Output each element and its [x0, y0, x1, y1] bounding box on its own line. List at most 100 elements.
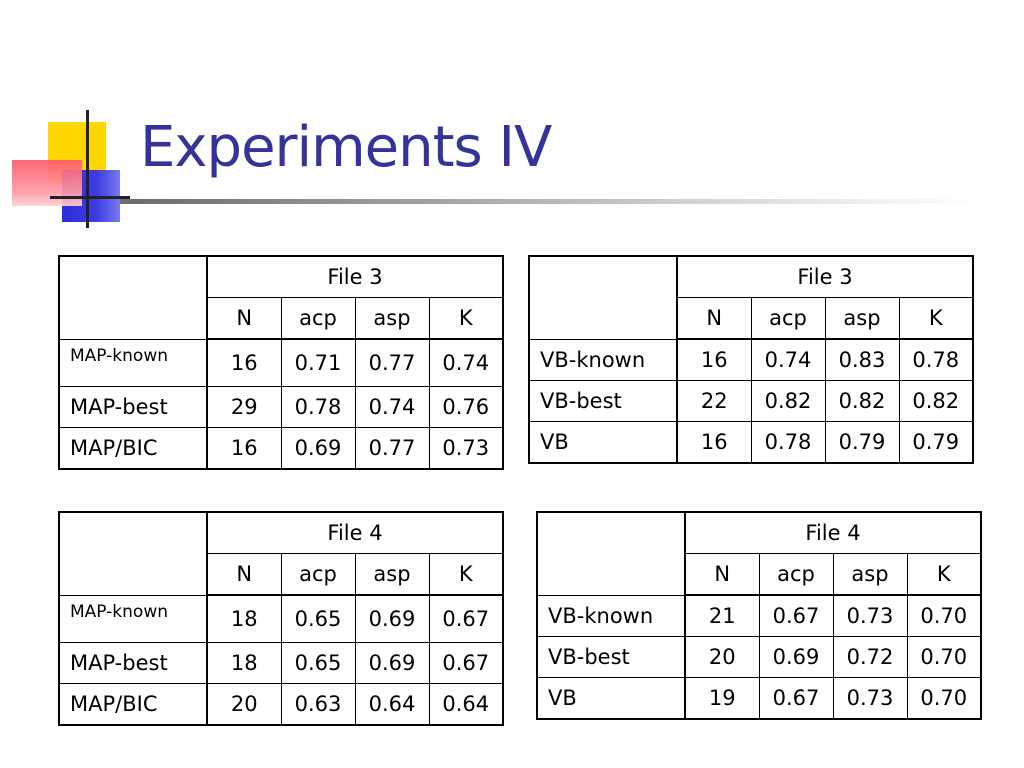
table-row: MAP-known 18 0.65 0.69 0.67: [58, 594, 504, 643]
table-row: VB-known 16 0.74 0.83 0.78: [528, 338, 974, 381]
column-header-acp: acp: [280, 553, 356, 596]
column-header-n: N: [206, 553, 282, 596]
row-label: MAP-best: [58, 641, 208, 684]
row-label: MAP-best: [58, 385, 208, 428]
cell-k: 0.70: [906, 677, 982, 720]
cell-asp: 0.69: [354, 594, 430, 643]
table-row: VB 16 0.78 0.79 0.79: [528, 421, 974, 464]
cell-acp: 0.69: [758, 636, 834, 678]
cell-acp: 0.65: [280, 641, 356, 684]
cell-asp: 0.77: [354, 426, 430, 469]
cell-n: 22: [676, 380, 752, 422]
cell-n: 21: [684, 594, 760, 637]
cell-acp: 0.74: [750, 338, 826, 381]
cell-asp: 0.69: [354, 641, 430, 684]
cell-n: 18: [206, 594, 282, 643]
cell-acp: 0.71: [280, 338, 356, 387]
cell-k: 0.78: [898, 338, 974, 381]
cell-acp: 0.82: [750, 380, 826, 422]
column-header-k: K: [428, 553, 504, 596]
cell-acp: 0.67: [758, 677, 834, 720]
row-label: VB-known: [536, 594, 686, 637]
column-header-asp: asp: [824, 297, 900, 340]
cell-asp: 0.73: [832, 594, 908, 637]
column-header-n: N: [206, 297, 282, 340]
file-header: File 3: [206, 255, 504, 298]
cell-n: 18: [206, 641, 282, 684]
cell-k: 0.70: [906, 636, 982, 678]
column-header-acp: acp: [280, 297, 356, 340]
row-label: VB: [528, 421, 678, 464]
cell-n: 16: [206, 426, 282, 469]
table-row: MAP/BIC 20 0.63 0.64 0.64: [58, 682, 504, 725]
column-header-k: K: [428, 297, 504, 340]
cell-k: 0.74: [428, 338, 504, 387]
table-row: VB 19 0.67 0.73 0.70: [536, 677, 982, 720]
cell-n: 16: [206, 338, 282, 387]
table-corner-cell: [528, 255, 678, 340]
table-row: VB-best 20 0.69 0.72 0.70: [536, 636, 982, 678]
row-label: VB-known: [528, 338, 678, 381]
file-header: File 3: [676, 255, 974, 298]
cell-n: 20: [684, 636, 760, 678]
file-header: File 4: [206, 511, 504, 554]
cell-asp: 0.77: [354, 338, 430, 387]
logo-horizontal-line: [50, 196, 130, 199]
column-header-acp: acp: [750, 297, 826, 340]
cell-asp: 0.83: [824, 338, 900, 381]
column-header-asp: asp: [832, 553, 908, 596]
cell-n: 19: [684, 677, 760, 720]
column-header-n: N: [676, 297, 752, 340]
cell-k: 0.67: [428, 641, 504, 684]
table-corner-cell: [58, 255, 208, 340]
cell-acp: 0.78: [750, 421, 826, 464]
cell-k: 0.73: [428, 426, 504, 469]
row-label: MAP/BIC: [58, 682, 208, 725]
column-header-k: K: [906, 553, 982, 596]
cell-k: 0.64: [428, 682, 504, 725]
cell-k: 0.82: [898, 380, 974, 422]
column-header-asp: asp: [354, 553, 430, 596]
cell-k: 0.70: [906, 594, 982, 637]
row-label: VB-best: [528, 380, 678, 422]
row-label: MAP-known: [58, 338, 208, 387]
table-row: VB-best 22 0.82 0.82 0.82: [528, 380, 974, 422]
table-row: MAP-best 18 0.65 0.69 0.67: [58, 641, 504, 684]
column-header-asp: asp: [354, 297, 430, 340]
cell-k: 0.76: [428, 385, 504, 428]
cell-acp: 0.67: [758, 594, 834, 637]
cell-k: 0.67: [428, 594, 504, 643]
table-row: MAP-best 29 0.78 0.74 0.76: [58, 385, 504, 428]
results-table-vb-file4: File 4 N acp asp K VB-known 21 0.67 0.73…: [536, 511, 982, 720]
column-header-acp: acp: [758, 553, 834, 596]
cell-n: 29: [206, 385, 282, 428]
row-label: MAP-known: [58, 594, 208, 643]
cell-acp: 0.63: [280, 682, 356, 725]
cell-asp: 0.79: [824, 421, 900, 464]
column-header-k: K: [898, 297, 974, 340]
cell-asp: 0.73: [832, 677, 908, 720]
cell-acp: 0.65: [280, 594, 356, 643]
cell-n: 16: [676, 421, 752, 464]
cell-k: 0.79: [898, 421, 974, 464]
file-header: File 4: [684, 511, 982, 554]
table-row: VB-known 21 0.67 0.73 0.70: [536, 594, 982, 637]
table-corner-cell: [536, 511, 686, 596]
slide-title: Experiments IV: [140, 115, 552, 180]
table-row: MAP-known 16 0.71 0.77 0.74: [58, 338, 504, 387]
cell-asp: 0.72: [832, 636, 908, 678]
results-table-map-file3: File 3 N acp asp K MAP-known 16 0.71 0.7…: [58, 255, 504, 470]
column-header-n: N: [684, 553, 760, 596]
cell-n: 20: [206, 682, 282, 725]
row-label: MAP/BIC: [58, 426, 208, 469]
cell-n: 16: [676, 338, 752, 381]
cell-asp: 0.64: [354, 682, 430, 725]
table-corner-cell: [58, 511, 208, 596]
table-row: MAP/BIC 16 0.69 0.77 0.73: [58, 426, 504, 469]
cell-acp: 0.78: [280, 385, 356, 428]
row-label: VB: [536, 677, 686, 720]
logo-red-square: [12, 160, 82, 206]
slide-logo-decoration: [0, 0, 160, 240]
row-label: VB-best: [536, 636, 686, 678]
results-table-map-file4: File 4 N acp asp K MAP-known 18 0.65 0.6…: [58, 511, 504, 726]
